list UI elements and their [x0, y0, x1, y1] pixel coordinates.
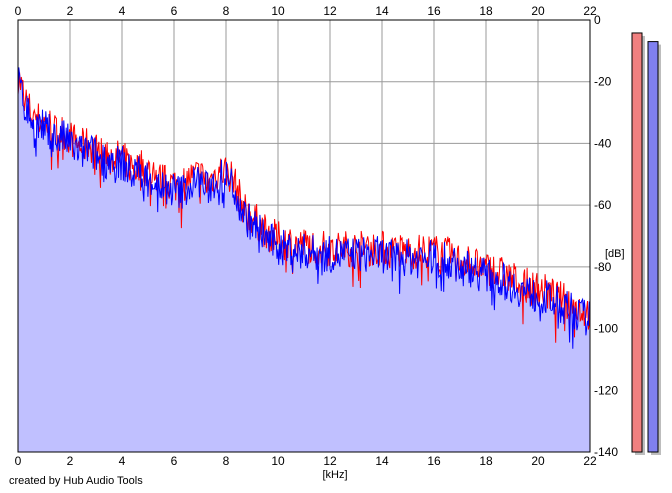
x-tick-label-top: 2	[67, 4, 74, 18]
x-tick-label-bottom: 16	[427, 454, 441, 468]
y-tick-label: -100	[594, 322, 618, 336]
x-tick-label-bottom: 22	[583, 454, 597, 468]
x-tick-label-bottom: 2	[67, 454, 74, 468]
x-tick-label-top: 10	[271, 4, 285, 18]
y-tick-label: 0	[594, 13, 601, 27]
x-tick-label-top: 4	[119, 4, 126, 18]
x-tick-label-top: 8	[223, 4, 230, 18]
x-tick-label-bottom: 6	[171, 454, 178, 468]
x-tick-label-bottom: 12	[323, 454, 337, 468]
x-tick-label-bottom: 18	[479, 454, 493, 468]
series-line-2	[17, 67, 591, 349]
plot-border	[17, 19, 591, 453]
spectrum-area-fill	[18, 67, 590, 453]
x-tick-label-top: 12	[323, 4, 337, 18]
level-meter-1	[631, 32, 643, 453]
x-tick-label-bottom: 0	[15, 454, 22, 468]
y-tick-label: -60	[594, 198, 612, 212]
x-tick-label-top: 0	[15, 4, 22, 18]
x-tick-label-bottom: 10	[271, 454, 285, 468]
x-tick-label-top: 22	[583, 4, 597, 18]
credit-text: created by Hub Audio Tools	[9, 475, 143, 487]
y-tick-label: -20	[594, 75, 612, 89]
y-tick-label: -140	[594, 445, 618, 459]
y-axis-label: [dB]	[605, 248, 625, 260]
level-meter-2	[647, 41, 659, 453]
x-tick-label-bottom: 14	[375, 454, 389, 468]
y-tick-label: -40	[594, 136, 612, 150]
x-tick-label-top: 14	[375, 4, 389, 18]
x-tick-label-top: 20	[531, 4, 545, 18]
y-tick-label: -120	[594, 383, 618, 397]
x-tick-label-bottom: 4	[119, 454, 126, 468]
x-tick-label-bottom: 20	[531, 454, 545, 468]
x-tick-label-bottom: 8	[223, 454, 230, 468]
x-tick-label-top: 16	[427, 4, 441, 18]
x-tick-label-top: 6	[171, 4, 178, 18]
y-tick-label: -80	[594, 260, 612, 274]
x-tick-label-top: 18	[479, 4, 493, 18]
x-axis-label: [kHz]	[322, 469, 347, 481]
